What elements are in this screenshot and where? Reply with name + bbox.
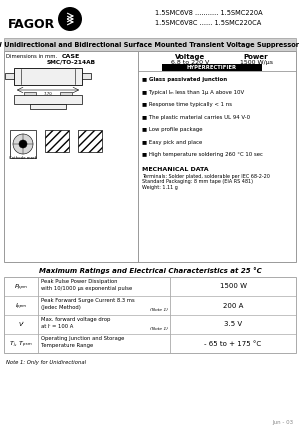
Bar	[4, 51, 296, 262]
Text: Note 1: Only for Unidirectional: Note 1: Only for Unidirectional	[6, 360, 86, 365]
Text: 200 A: 200 A	[223, 303, 243, 309]
Text: 1500 W/μs: 1500 W/μs	[239, 60, 272, 65]
Circle shape	[19, 140, 27, 148]
Text: Jun - 03: Jun - 03	[272, 420, 293, 425]
Text: MECHANICAL DATA: MECHANICAL DATA	[142, 167, 208, 172]
Text: 1500 W Unidirectional and Bidirectional Surface Mounted Transient Voltage Suppre: 1500 W Unidirectional and Bidirectional …	[0, 42, 300, 48]
Text: Peak Pulse Power Dissipation: Peak Pulse Power Dissipation	[41, 279, 118, 284]
Text: Cathode mark: Cathode mark	[9, 156, 37, 160]
Text: 3.5 V: 3.5 V	[224, 321, 242, 328]
Text: Terminals: Solder plated, solderable per IEC 68-2-20: Terminals: Solder plated, solderable per…	[142, 173, 270, 178]
Text: ■ High temperature soldering 260 °C 10 sec: ■ High temperature soldering 260 °C 10 s…	[142, 152, 263, 157]
Text: Vⁱ: Vⁱ	[18, 322, 24, 327]
Text: Operating Junction and Storage: Operating Junction and Storage	[41, 336, 124, 341]
Text: 7.70: 7.70	[44, 92, 52, 96]
Text: (Note 1): (Note 1)	[150, 308, 168, 312]
Text: ■ The plastic material carries UL 94 V-0: ■ The plastic material carries UL 94 V-0	[142, 114, 250, 119]
Bar	[10, 130, 36, 158]
Text: CASE: CASE	[62, 54, 80, 59]
Text: Max. forward voltage drop: Max. forward voltage drop	[41, 317, 110, 322]
Bar	[30, 104, 66, 109]
Text: HYPERRECTIFIER: HYPERRECTIFIER	[187, 65, 237, 70]
Text: ■ Low profile package: ■ Low profile package	[142, 127, 203, 132]
Bar	[82, 73, 91, 79]
Text: SMC/TO-214AB: SMC/TO-214AB	[46, 59, 95, 64]
Text: 1.5SMC6V8 ........... 1.5SMC220A: 1.5SMC6V8 ........... 1.5SMC220A	[155, 10, 262, 16]
Text: FAGOR: FAGOR	[8, 17, 55, 31]
Bar	[4, 38, 296, 51]
Bar	[24, 92, 36, 95]
Bar	[4, 277, 296, 353]
Text: - 65 to + 175 °C: - 65 to + 175 °C	[204, 340, 262, 346]
Text: ■ Typical Iₘ less than 1μ A above 10V: ■ Typical Iₘ less than 1μ A above 10V	[142, 90, 244, 94]
Text: Maximum Ratings and Electrical Characteristics at 25 °C: Maximum Ratings and Electrical Character…	[39, 267, 261, 274]
Bar	[5, 73, 14, 79]
Text: Voltage: Voltage	[175, 54, 205, 60]
Text: Temperature Range: Temperature Range	[41, 343, 93, 348]
Text: Dimensions in mm.: Dimensions in mm.	[6, 54, 57, 59]
Bar	[78, 130, 102, 152]
Bar	[60, 92, 72, 95]
Text: Iₚₚₘ: Iₚₚₘ	[16, 303, 26, 308]
Text: 6.8 to 220 V: 6.8 to 220 V	[171, 60, 209, 65]
Text: 1500 W: 1500 W	[220, 283, 247, 289]
Bar	[45, 130, 69, 152]
Text: Standard Packaging: 8 mm tape (EIA RS 481): Standard Packaging: 8 mm tape (EIA RS 48…	[142, 179, 253, 184]
Bar	[14, 68, 82, 85]
Text: ■ Response time typically < 1 ns: ■ Response time typically < 1 ns	[142, 102, 232, 107]
Bar	[14, 95, 82, 104]
Bar	[0, 0, 300, 38]
Text: Tⱼ, Tₚₛₘ: Tⱼ, Tₚₛₘ	[10, 341, 32, 346]
Text: at Iⁱ = 100 A: at Iⁱ = 100 A	[41, 324, 74, 329]
Bar	[162, 64, 262, 71]
Text: (Jedec Method): (Jedec Method)	[41, 305, 81, 310]
Text: ■ Easy pick and place: ■ Easy pick and place	[142, 139, 202, 144]
Text: 1.5SMC6V8C ...... 1.5SMC220CA: 1.5SMC6V8C ...... 1.5SMC220CA	[155, 20, 261, 26]
Circle shape	[58, 7, 82, 31]
Text: Weight: 1.11 g: Weight: 1.11 g	[142, 184, 178, 190]
Text: ■ Glass passivated junction: ■ Glass passivated junction	[142, 77, 227, 82]
Circle shape	[13, 134, 33, 154]
Text: Pₚₚₘ: Pₚₚₘ	[15, 284, 27, 289]
Text: with 10/1000 μs exponential pulse: with 10/1000 μs exponential pulse	[41, 286, 132, 291]
Text: Power: Power	[244, 54, 268, 60]
Text: Peak Forward Surge Current 8.3 ms: Peak Forward Surge Current 8.3 ms	[41, 298, 135, 303]
Text: (Note 1): (Note 1)	[150, 327, 168, 331]
